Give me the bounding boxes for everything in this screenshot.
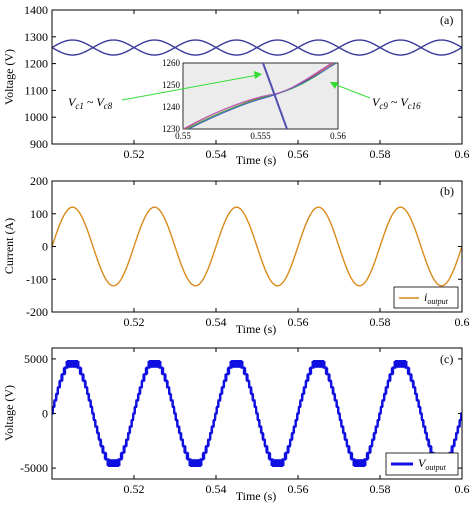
y-axis-label-a: Voltage (V) <box>2 49 16 105</box>
x-tick-label: 0.6 <box>455 147 470 161</box>
y-tick-label: -5000 <box>20 461 48 475</box>
y-tick-label: 900 <box>30 137 48 151</box>
y-tick-label: -200 <box>26 305 48 319</box>
panel-c: -5000 0 5000 0.52 0.54 0.56 0.58 0.6 (c) Time … <box>2 347 470 503</box>
y-tick-label: 0 <box>42 240 48 254</box>
panel-label-c: (c) <box>440 352 453 366</box>
y-tick-label: 1100 <box>24 83 48 97</box>
legend-c: Voutput <box>385 452 459 476</box>
annotation-arrow-left <box>121 74 259 101</box>
x-tick-label: 0.52 <box>124 315 145 329</box>
x-axis-label-b: Time (s) <box>236 322 277 336</box>
plot-frame-c <box>51 347 463 480</box>
plot-frame-a <box>51 9 463 145</box>
inset-x-tick-label: 0.56 <box>330 131 346 141</box>
inset-curve-blue <box>187 63 338 129</box>
arrow-head-left <box>254 71 262 79</box>
y-tick-label: 0 <box>42 407 48 421</box>
inset-crossing-line <box>262 63 288 129</box>
inset-x-tick-label: 0.555 <box>250 131 271 141</box>
y-tick-label: 1400 <box>24 3 48 17</box>
y-axis-label-b: Current (A) <box>2 218 16 274</box>
x-tick-label: 0.54 <box>206 315 227 329</box>
annotation-arrow-right <box>333 83 371 99</box>
annotation-vc9-vc16: Vc9 ~ Vc16 <box>330 82 421 111</box>
x-tick-label: 0.58 <box>370 315 391 329</box>
legend-label-c: Voutput <box>418 456 447 472</box>
y-tick-label: 1000 <box>24 110 48 124</box>
x-tick-label: 0.56 <box>288 147 309 161</box>
inset-y-tick-label: 1260 <box>162 58 181 68</box>
series-line-b-0 <box>52 206 462 287</box>
y-tick-label: -100 <box>26 272 48 286</box>
x-tick-label: 0.58 <box>370 482 391 496</box>
x-tick-label: 0.54 <box>206 482 227 496</box>
x-tick-label: 0.58 <box>370 147 391 161</box>
x-tick-label: 0.52 <box>124 482 145 496</box>
legend-label-b: ioutput <box>424 290 449 306</box>
inset-x-tick-label: 0.55 <box>175 131 191 141</box>
y-tick-label: 1200 <box>24 57 48 71</box>
annotation-vc1-vc8: Vc1 ~ Vc8 <box>68 71 262 111</box>
arrow-head-right <box>330 82 338 89</box>
y-axis-label-c: Voltage (V) <box>2 385 16 441</box>
plot-frame-b <box>51 180 463 313</box>
x-tick-label: 0.54 <box>206 147 227 161</box>
inset-zoom: 1230 1240 1250 1260 0.55 0.555 0.56 <box>162 58 346 141</box>
x-tick-label: 0.56 <box>288 482 309 496</box>
y-tick-label: 200 <box>30 174 48 188</box>
panel-label-a: (a) <box>440 13 453 27</box>
x-axis-label-c: Time (s) <box>236 489 277 503</box>
series-line-a-1 <box>52 39 462 56</box>
y-tick-label: 1300 <box>24 30 48 44</box>
x-axis-label-a: Time (s) <box>236 153 277 167</box>
inset-y-tick-label: 1250 <box>162 80 181 90</box>
svg-text:Vc1 ~ Vc8: Vc1 ~ Vc8 <box>68 95 113 111</box>
inset-curve-magenta <box>183 63 333 129</box>
y-tick-label: 5000 <box>24 352 48 366</box>
x-tick-label: 0.6 <box>455 482 470 496</box>
legend-b: ioutput <box>393 286 459 309</box>
inset-y-tick-label: 1230 <box>162 124 181 134</box>
svg-text:Vc9 ~ Vc16: Vc9 ~ Vc16 <box>372 95 421 111</box>
x-tick-label: 0.52 <box>124 147 145 161</box>
x-tick-label: 0.6 <box>455 315 470 329</box>
panel-label-b: (b) <box>440 184 454 198</box>
inset-y-tick-label: 1240 <box>162 102 181 112</box>
panel-a: 900 1000 1100 1200 1300 1400 0.52 0.54 0.56 0.58… <box>2 3 470 167</box>
inset-curve-green <box>185 63 337 129</box>
y-tick-label: 100 <box>30 207 48 221</box>
x-tick-label: 0.56 <box>288 315 309 329</box>
